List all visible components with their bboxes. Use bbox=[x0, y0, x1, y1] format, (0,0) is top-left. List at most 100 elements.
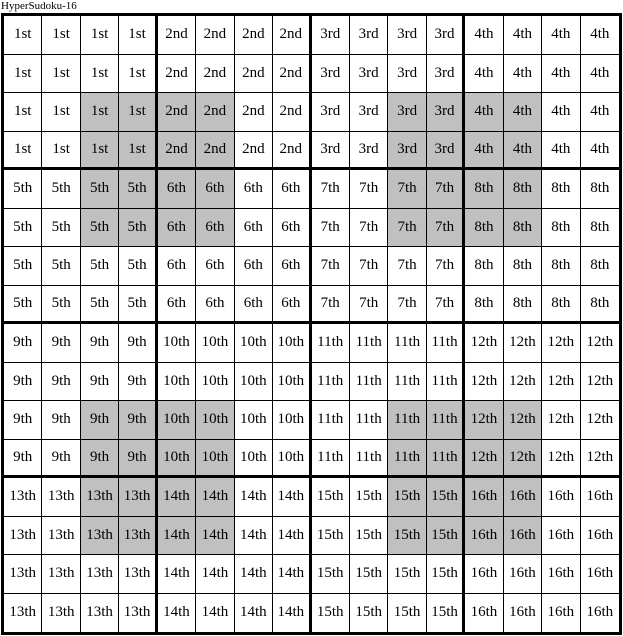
grid-cell-hyper[interactable]: 5th bbox=[119, 170, 158, 209]
grid-cell[interactable]: 10th bbox=[273, 439, 312, 478]
grid-cell[interactable]: 16th bbox=[580, 555, 619, 594]
grid-cell[interactable]: 1st bbox=[4, 54, 43, 93]
grid-cell[interactable]: 5th bbox=[119, 247, 158, 286]
grid-cell-hyper[interactable]: 10th bbox=[157, 439, 197, 478]
grid-cell[interactable]: 4th bbox=[542, 131, 581, 170]
grid-cell[interactable]: 5th bbox=[4, 208, 43, 247]
grid-cell-hyper[interactable]: 6th bbox=[196, 208, 235, 247]
grid-cell[interactable]: 15th bbox=[349, 478, 389, 517]
grid-cell[interactable]: 1st bbox=[119, 54, 158, 93]
grid-cell[interactable]: 15th bbox=[311, 516, 350, 555]
grid-cell[interactable]: 14th bbox=[196, 555, 235, 594]
grid-cell[interactable]: 6th bbox=[273, 285, 312, 324]
grid-cell[interactable]: 6th bbox=[273, 170, 312, 209]
grid-cell[interactable]: 6th bbox=[196, 285, 235, 324]
grid-cell-hyper[interactable]: 12th bbox=[465, 401, 504, 440]
grid-cell[interactable]: 11th bbox=[311, 439, 350, 478]
grid-cell[interactable]: 11th bbox=[311, 324, 350, 363]
grid-cell[interactable]: 16th bbox=[542, 516, 581, 555]
grid-cell[interactable]: 4th bbox=[580, 131, 619, 170]
grid-cell[interactable]: 7th bbox=[349, 170, 389, 209]
grid-cell-hyper[interactable]: 9th bbox=[119, 401, 158, 440]
grid-cell[interactable]: 13th bbox=[42, 478, 81, 517]
grid-cell[interactable]: 16th bbox=[542, 478, 581, 517]
grid-cell[interactable]: 5th bbox=[4, 170, 43, 209]
grid-cell[interactable]: 15th bbox=[388, 593, 427, 632]
grid-cell[interactable]: 13th bbox=[42, 516, 81, 555]
grid-cell[interactable]: 14th bbox=[196, 593, 235, 632]
grid-cell-hyper[interactable]: 11th bbox=[388, 401, 427, 440]
grid-cell-hyper[interactable]: 15th bbox=[426, 478, 466, 517]
grid-cell[interactable]: 2nd bbox=[157, 16, 197, 55]
grid-cell[interactable]: 9th bbox=[42, 362, 81, 401]
grid-cell[interactable]: 1st bbox=[4, 16, 43, 55]
grid-cell[interactable]: 13th bbox=[119, 555, 158, 594]
grid-cell[interactable]: 4th bbox=[580, 93, 619, 132]
grid-cell[interactable]: 9th bbox=[42, 439, 81, 478]
grid-cell-hyper[interactable]: 14th bbox=[157, 478, 197, 517]
grid-cell[interactable]: 12th bbox=[503, 362, 543, 401]
grid-cell[interactable]: 2nd bbox=[157, 54, 197, 93]
grid-cell[interactable]: 9th bbox=[80, 362, 120, 401]
grid-cell[interactable]: 15th bbox=[311, 555, 350, 594]
grid-cell-hyper[interactable]: 11th bbox=[426, 439, 466, 478]
grid-cell[interactable]: 8th bbox=[465, 247, 504, 286]
grid-cell[interactable]: 4th bbox=[542, 93, 581, 132]
grid-cell-hyper[interactable]: 6th bbox=[196, 170, 235, 209]
grid-cell[interactable]: 5th bbox=[4, 285, 43, 324]
grid-cell-hyper[interactable]: 6th bbox=[157, 170, 197, 209]
grid-cell-hyper[interactable]: 11th bbox=[388, 439, 427, 478]
grid-cell[interactable]: 3rd bbox=[311, 131, 350, 170]
grid-cell[interactable]: 7th bbox=[311, 247, 350, 286]
grid-cell[interactable]: 4th bbox=[542, 16, 581, 55]
grid-cell-hyper[interactable]: 14th bbox=[157, 516, 197, 555]
grid-cell-hyper[interactable]: 16th bbox=[503, 478, 543, 517]
grid-cell[interactable]: 11th bbox=[311, 362, 350, 401]
grid-cell[interactable]: 6th bbox=[234, 170, 274, 209]
grid-cell[interactable]: 13th bbox=[42, 555, 81, 594]
grid-cell[interactable]: 9th bbox=[119, 362, 158, 401]
grid-cell[interactable]: 3rd bbox=[426, 54, 466, 93]
grid-cell[interactable]: 1st bbox=[42, 16, 81, 55]
grid-cell[interactable]: 7th bbox=[349, 285, 389, 324]
grid-cell-hyper[interactable]: 10th bbox=[157, 401, 197, 440]
grid-cell-hyper[interactable]: 9th bbox=[80, 439, 120, 478]
grid-cell-hyper[interactable]: 13th bbox=[119, 478, 158, 517]
grid-cell[interactable]: 14th bbox=[273, 555, 312, 594]
grid-cell[interactable]: 4th bbox=[580, 16, 619, 55]
grid-cell[interactable]: 15th bbox=[349, 516, 389, 555]
grid-cell[interactable]: 8th bbox=[580, 285, 619, 324]
grid-cell[interactable]: 6th bbox=[157, 247, 197, 286]
grid-cell[interactable]: 7th bbox=[388, 285, 427, 324]
grid-cell[interactable]: 9th bbox=[4, 362, 43, 401]
grid-cell[interactable]: 6th bbox=[234, 208, 274, 247]
grid-cell[interactable]: 7th bbox=[311, 285, 350, 324]
grid-cell[interactable]: 15th bbox=[311, 593, 350, 632]
grid-cell[interactable]: 1st bbox=[42, 54, 81, 93]
grid-cell-hyper[interactable]: 15th bbox=[426, 516, 466, 555]
grid-cell[interactable]: 3rd bbox=[311, 54, 350, 93]
grid-cell[interactable]: 7th bbox=[349, 247, 389, 286]
grid-cell[interactable]: 10th bbox=[234, 324, 274, 363]
grid-cell[interactable]: 11th bbox=[349, 324, 389, 363]
grid-cell[interactable]: 6th bbox=[157, 285, 197, 324]
grid-cell-hyper[interactable]: 8th bbox=[465, 208, 504, 247]
grid-cell[interactable]: 8th bbox=[542, 247, 581, 286]
grid-cell[interactable]: 16th bbox=[580, 593, 619, 632]
grid-cell[interactable]: 2nd bbox=[273, 131, 312, 170]
grid-cell[interactable]: 3rd bbox=[349, 16, 389, 55]
grid-cell[interactable]: 1st bbox=[4, 93, 43, 132]
grid-cell[interactable]: 16th bbox=[465, 593, 504, 632]
grid-cell[interactable]: 8th bbox=[580, 247, 619, 286]
grid-cell-hyper[interactable]: 7th bbox=[388, 208, 427, 247]
grid-cell[interactable]: 10th bbox=[234, 439, 274, 478]
grid-cell[interactable]: 12th bbox=[580, 324, 619, 363]
grid-cell[interactable]: 12th bbox=[542, 439, 581, 478]
grid-cell-hyper[interactable]: 6th bbox=[157, 208, 197, 247]
grid-cell[interactable]: 12th bbox=[542, 362, 581, 401]
grid-cell[interactable]: 16th bbox=[465, 555, 504, 594]
grid-cell[interactable]: 2nd bbox=[234, 16, 274, 55]
grid-cell[interactable]: 16th bbox=[580, 516, 619, 555]
grid-cell[interactable]: 4th bbox=[465, 54, 504, 93]
grid-cell[interactable]: 13th bbox=[80, 555, 120, 594]
